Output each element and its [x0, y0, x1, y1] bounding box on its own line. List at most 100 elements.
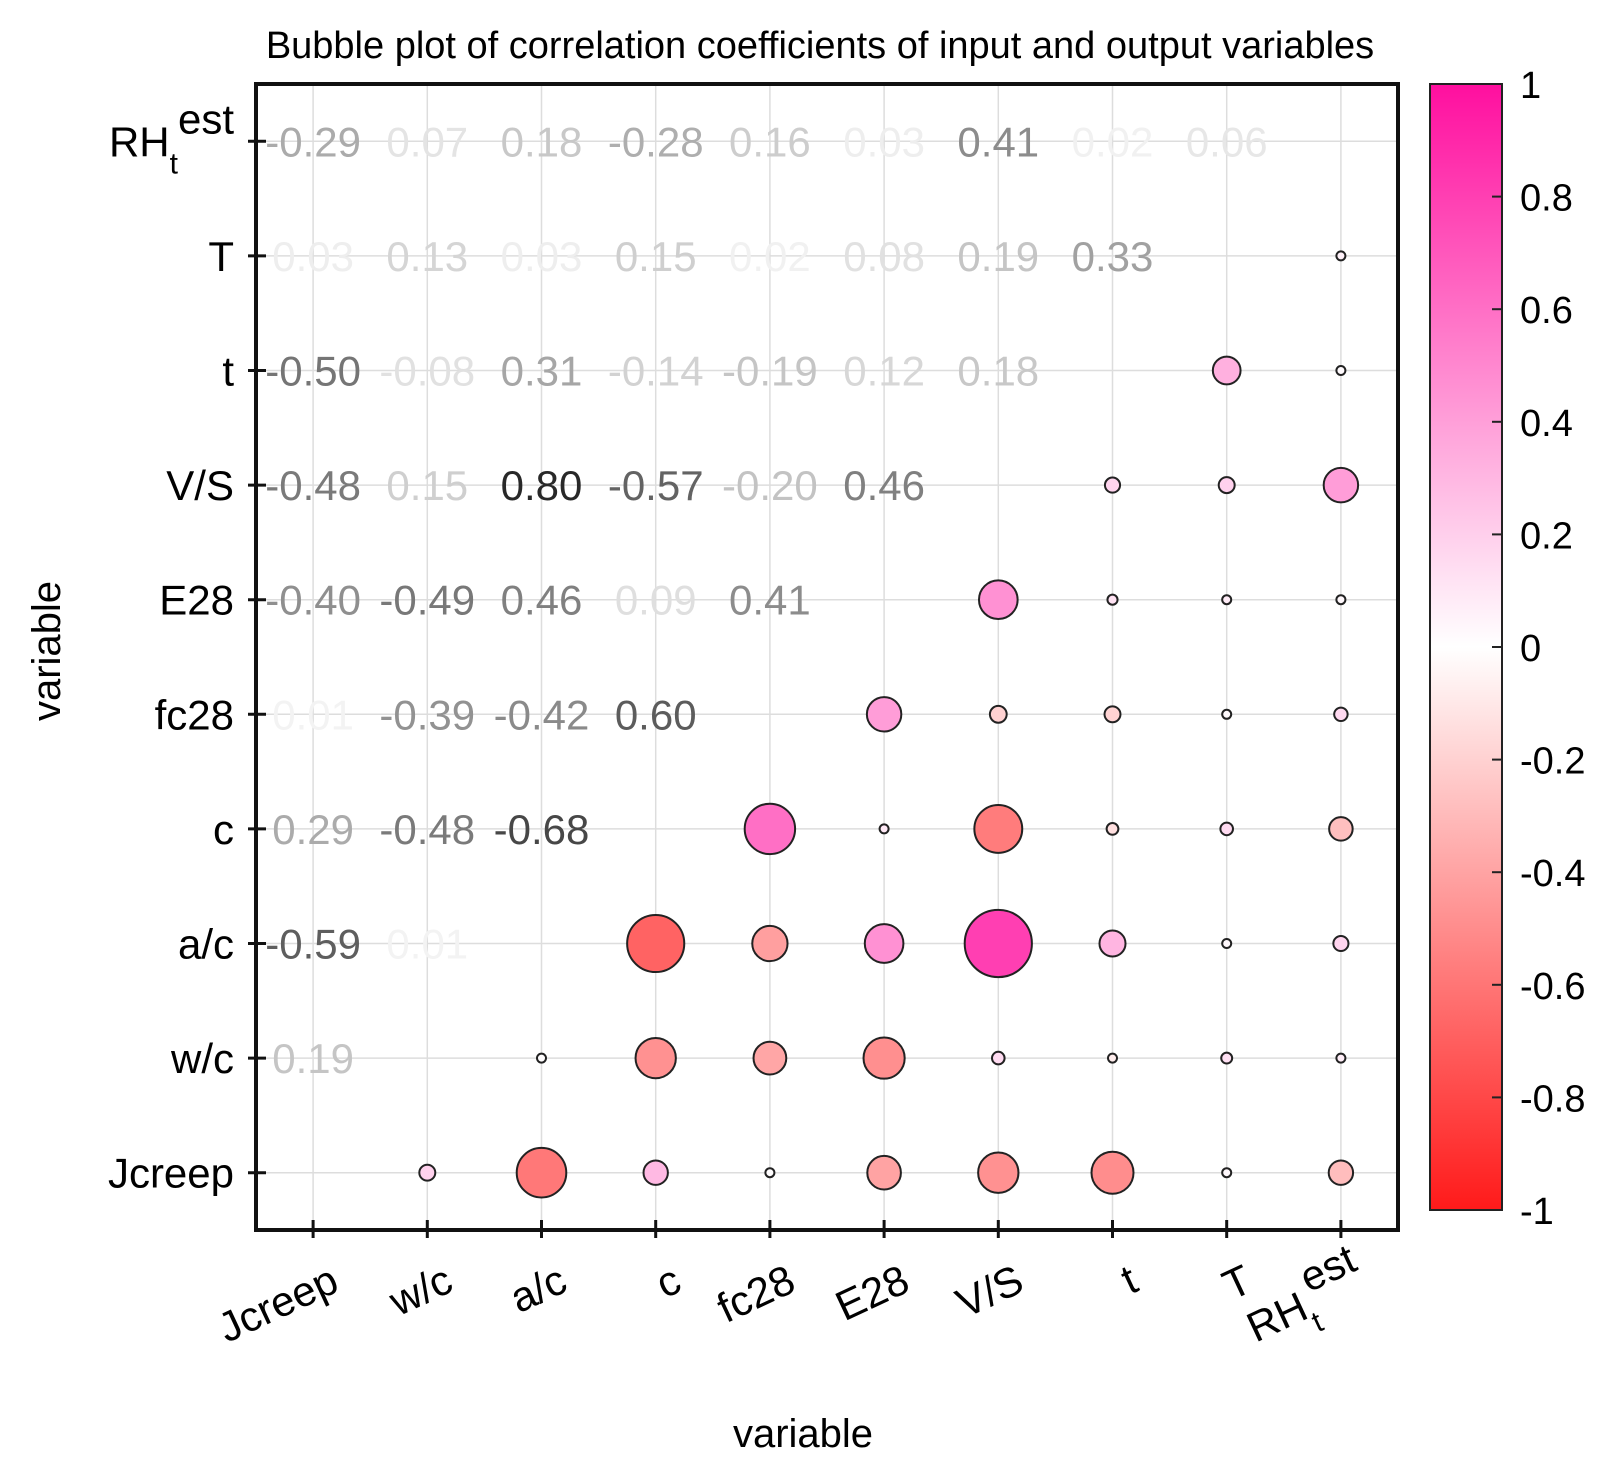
correlation-bubble: [1327, 1159, 1355, 1186]
correlation-bubble: [1107, 1052, 1118, 1064]
correlation-bubble: [1219, 821, 1234, 837]
correlation-bubble: [977, 579, 1019, 621]
correlation-bubble: [1221, 938, 1233, 949]
colorbar-tick-label: -1: [1520, 1191, 1554, 1233]
x-tick-label: w/c: [381, 1256, 459, 1326]
colorbar-gradient: [1429, 83, 1503, 1211]
correlation-value-label: -0.08: [379, 348, 475, 395]
correlation-value-label: 0.01: [386, 921, 468, 968]
correlation-value-label: 0.06: [1186, 118, 1268, 165]
correlation-bubble: [1211, 355, 1242, 386]
correlation-bubble: [1221, 594, 1233, 606]
correlation-value-label: 0.29: [272, 806, 354, 853]
correlation-value-label: 0.31: [501, 348, 583, 395]
correlation-value-label: 0.80: [501, 462, 583, 509]
correlation-value-label: 0.01: [272, 691, 354, 738]
correlation-value-label: 0.07: [386, 118, 468, 165]
correlation-value-label: 0.02: [729, 233, 811, 280]
correlation-value-label: -0.40: [265, 577, 361, 624]
correlation-value-label: 0.09: [615, 577, 697, 624]
correlation-value-label: 0.46: [843, 462, 925, 509]
y-tick-label: V/S: [166, 462, 234, 509]
correlation-value-label: 0.33: [1072, 233, 1154, 280]
colorbar-tick-label: -0.4: [1520, 853, 1585, 895]
x-tick-label: a/c: [503, 1256, 574, 1322]
correlation-bubble: [1105, 822, 1120, 836]
correlation-bubble: [1220, 1051, 1234, 1065]
colorbar-tick-label: 1: [1520, 65, 1541, 107]
grid-lines: [256, 84, 1398, 1230]
correlation-value-label: -0.39: [379, 691, 475, 738]
correlation-value-label: 0.41: [957, 118, 1039, 165]
correlation-bubble: [865, 696, 903, 733]
correlation-bubble: [866, 1154, 902, 1191]
correlation-bubble: [642, 1159, 669, 1186]
correlation-value-label: 0.19: [272, 1035, 354, 1082]
colorbar-tick-label: 0.6: [1520, 290, 1573, 332]
correlation-bubble: [743, 802, 797, 856]
correlation-bubble: [764, 1167, 776, 1179]
chart-title: Bubble plot of correlation coefficients …: [266, 25, 1374, 67]
correlation-bubble: [536, 1052, 547, 1064]
y-tick-label: t: [222, 348, 234, 395]
correlation-value-label: -0.50: [265, 348, 361, 395]
correlation-bubble: [988, 704, 1008, 724]
correlation-value-label: 0.18: [957, 348, 1039, 395]
correlation-bubble: [1217, 476, 1236, 495]
correlation-value-label: 0.03: [843, 118, 925, 165]
y-tick-label: w/c: [170, 1035, 234, 1082]
correlation-value-label: -0.20: [722, 462, 818, 509]
x-tick-label: V/S: [949, 1256, 1030, 1327]
colorbar-tick-label: 0.4: [1520, 403, 1573, 445]
colorbar-tick-label: -0.6: [1520, 966, 1585, 1008]
correlation-bubbles: [418, 250, 1360, 1199]
correlation-bubble: [751, 924, 789, 963]
correlation-bubble: [1335, 365, 1347, 376]
correlation-value-label: -0.68: [494, 806, 590, 853]
correlation-value-label: 0.03: [272, 233, 354, 280]
y-tick-label: RHtest: [109, 95, 234, 180]
x-tick-label: t: [1114, 1255, 1145, 1303]
correlation-value-label: -0.14: [608, 348, 704, 395]
correlation-value-label: -0.59: [265, 921, 361, 968]
x-tick-label: E28: [828, 1256, 916, 1330]
colorbar: 1 0.8 0.6 0.4 0.2 0 -0.2 -0.4 -0.6 -0.8 -1: [1429, 65, 1585, 1233]
correlation-value-label: 0.46: [501, 577, 583, 624]
correlation-bubble: [1106, 593, 1119, 606]
x-tick-label: fc28: [710, 1256, 802, 1332]
correlation-value-label: -0.19: [722, 348, 818, 395]
y-tick-label: E28: [159, 577, 234, 624]
correlation-value-label: 0.16: [729, 118, 811, 165]
colorbar-tick-label: -0.2: [1520, 741, 1585, 783]
correlation-bubble: [1328, 816, 1354, 842]
correlation-value-label: -0.48: [379, 806, 475, 853]
correlation-value-label: -0.57: [608, 462, 704, 509]
correlation-bubble: [878, 823, 890, 835]
correlation-bubble: [1335, 594, 1347, 606]
correlation-labels: -0.29 0.07 0.18 -0.28 0.16 0.03 0.41 0.02 0.06 0.…: [265, 118, 1267, 1082]
correlation-bubble: [863, 923, 905, 964]
correlation-bubble: [1221, 708, 1233, 720]
correlation-bubble: [1103, 476, 1122, 494]
correlation-value-label: -0.49: [379, 577, 475, 624]
correlation-bubble: [1221, 1167, 1233, 1179]
correlation-value-label: 0.18: [501, 118, 583, 165]
correlation-value-label: 0.08: [843, 233, 925, 280]
x-tick-label: T: [1215, 1256, 1258, 1309]
correlation-bubble: [1103, 705, 1122, 724]
correlation-bubble: [626, 913, 686, 974]
correlation-bubble: [973, 803, 1024, 854]
correlation-value-label: 0.02: [1072, 118, 1154, 165]
correlation-value-label: 0.60: [615, 691, 697, 738]
correlation-value-label: 0.03: [501, 233, 583, 280]
y-tick-label: fc28: [155, 691, 234, 738]
correlation-value-label: 0.15: [386, 462, 468, 509]
y-tick-label: T: [208, 233, 234, 280]
correlation-bubble: [1333, 706, 1349, 723]
correlation-value-label: 0.19: [957, 233, 1039, 280]
x-axis-label: variable: [733, 1412, 873, 1456]
correlation-bubble: [634, 1036, 677, 1080]
correlation-value-label: 0.15: [615, 233, 697, 280]
correlation-value-label: -0.28: [608, 118, 704, 165]
